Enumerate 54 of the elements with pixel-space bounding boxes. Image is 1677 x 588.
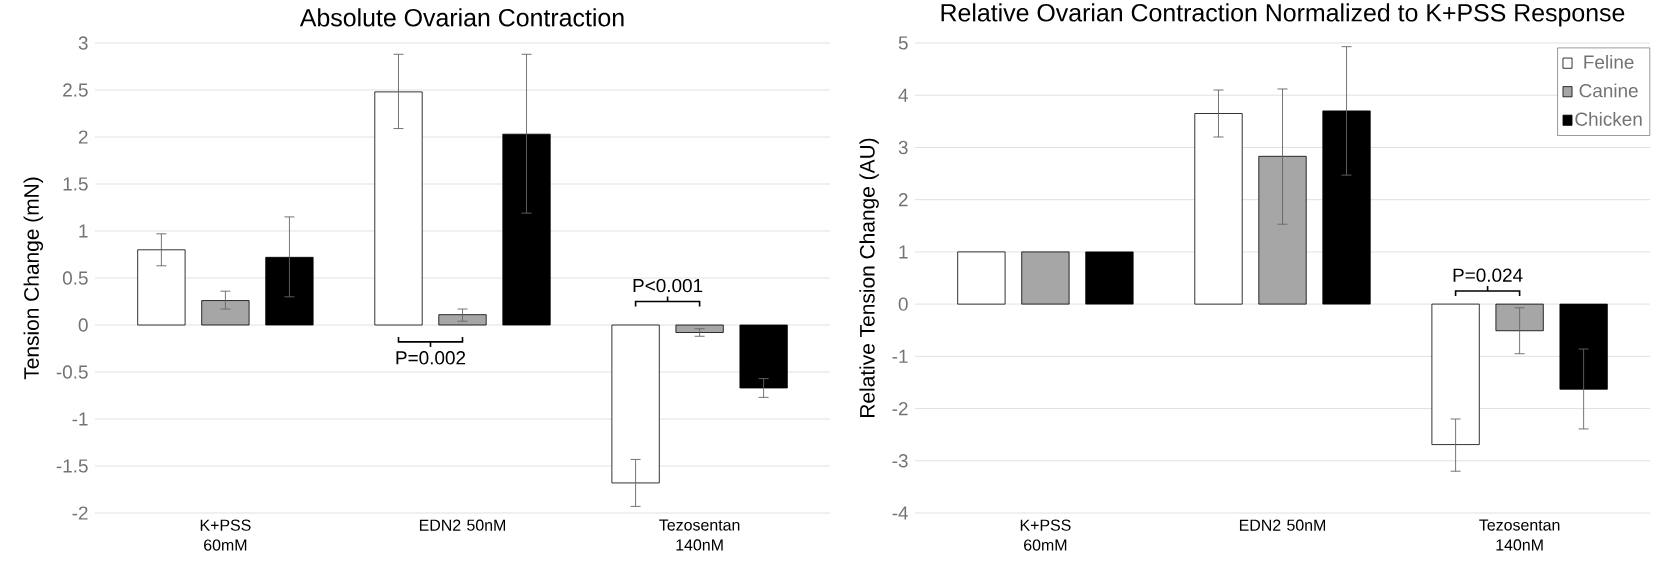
y-tick-label: 2.5 [63, 83, 88, 97]
bar [1559, 303, 1608, 390]
y-tick-label: -4 [892, 506, 908, 520]
y-tick-label: 3 [78, 36, 88, 50]
y-axis-title: Relative Tension Change (AU) [859, 138, 879, 417]
bar [739, 324, 788, 389]
legend-label: Canine [1579, 83, 1638, 98]
y-tick-label: 1.5 [63, 177, 88, 191]
bar [1431, 303, 1480, 445]
y-tick-label: 4 [898, 88, 908, 102]
legend-label: Feline [1584, 54, 1634, 69]
bar [611, 324, 660, 484]
legend-label: Chicken [1575, 111, 1642, 126]
bar [1322, 110, 1371, 305]
y-tick-label: 5 [898, 36, 908, 50]
x-tick-label: K+PSS 60mM [200, 519, 251, 551]
x-tick-label: K+PSS 60mM [1020, 519, 1071, 551]
chart-title: Absolute Ovarian Contraction [299, 8, 624, 27]
y-tick-label: 0 [78, 318, 88, 332]
annotation: P=0.002 [396, 351, 466, 365]
x-tick-label: EDN2 50nM [1239, 519, 1326, 531]
chart-title: Relative Ovarian Contraction Normalized to K+PSS Response [941, 3, 1625, 27]
y-tick-label: 0.5 [62, 271, 88, 285]
bar [675, 324, 724, 333]
y-tick-label: 1 [79, 224, 88, 238]
y-tick-label: -3 [892, 454, 908, 468]
bar [1021, 251, 1070, 305]
bar [1495, 303, 1544, 332]
bar [374, 91, 423, 326]
annotation: P=0.024 [1453, 268, 1523, 282]
bar [1258, 155, 1307, 305]
bar [438, 314, 487, 326]
bar [502, 133, 551, 326]
x-tick-label: EDN2 50nM [419, 519, 506, 531]
bar [201, 300, 250, 326]
y-tick-label: -1 [72, 412, 88, 426]
y-tick-label: 2 [898, 193, 908, 207]
y-tick-label: -1.5 [56, 459, 88, 473]
y-tick-label: 3 [898, 140, 908, 155]
y-tick-label: 2 [78, 130, 88, 144]
x-tick-label: Tezosentan 140nM [659, 519, 740, 551]
y-tick-label: -1 [892, 349, 908, 363]
y-tick-label: 1 [899, 245, 908, 259]
y-tick-label: -2 [72, 506, 88, 520]
bar [957, 251, 1006, 305]
bar [1194, 113, 1243, 305]
bar [137, 249, 186, 326]
y-tick-label: 0 [898, 297, 908, 311]
y-axis-title: Tension Change (mN) [23, 177, 44, 380]
y-tick-label: -2 [892, 401, 908, 416]
x-tick-label: Tezosentan 140nM [1479, 519, 1560, 551]
y-tick-label: -0.5 [56, 365, 88, 379]
annotation: P<0.001 [633, 278, 703, 293]
bar [1085, 251, 1134, 305]
